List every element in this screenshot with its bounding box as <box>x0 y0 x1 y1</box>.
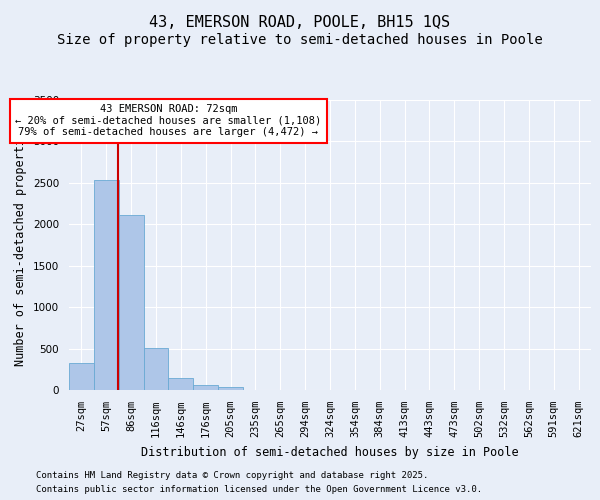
Text: Contains HM Land Registry data © Crown copyright and database right 2025.: Contains HM Land Registry data © Crown c… <box>36 472 428 480</box>
Bar <box>193 384 218 390</box>
Bar <box>218 386 243 390</box>
Bar <box>119 215 143 390</box>
Text: 43 EMERSON ROAD: 72sqm
← 20% of semi-detached houses are smaller (1,108)
79% of : 43 EMERSON ROAD: 72sqm ← 20% of semi-det… <box>16 104 322 138</box>
Text: Size of property relative to semi-detached houses in Poole: Size of property relative to semi-detach… <box>57 33 543 47</box>
X-axis label: Distribution of semi-detached houses by size in Poole: Distribution of semi-detached houses by … <box>141 446 519 458</box>
Y-axis label: Number of semi-detached properties: Number of semi-detached properties <box>14 124 28 366</box>
Text: Contains public sector information licensed under the Open Government Licence v3: Contains public sector information licen… <box>36 484 482 494</box>
Bar <box>169 378 193 390</box>
Bar <box>143 348 169 390</box>
Text: 43, EMERSON ROAD, POOLE, BH15 1QS: 43, EMERSON ROAD, POOLE, BH15 1QS <box>149 15 451 30</box>
Bar <box>94 180 119 390</box>
Bar <box>69 364 94 390</box>
